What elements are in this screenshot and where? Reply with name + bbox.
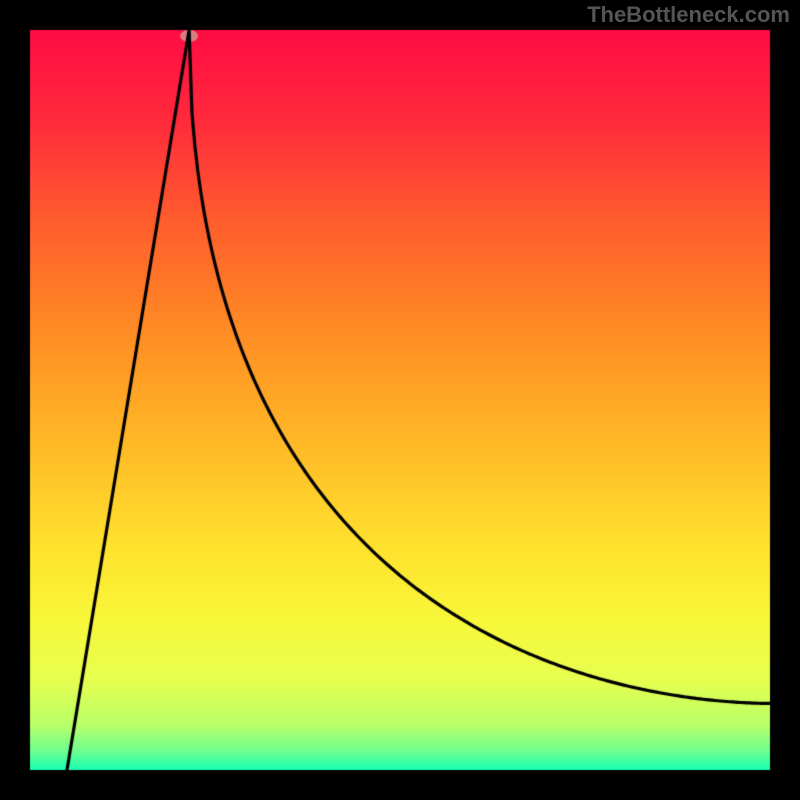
watermark-text: TheBottleneck.com xyxy=(587,2,790,28)
bottleneck-chart-canvas xyxy=(0,0,800,800)
chart-container: TheBottleneck.com xyxy=(0,0,800,800)
